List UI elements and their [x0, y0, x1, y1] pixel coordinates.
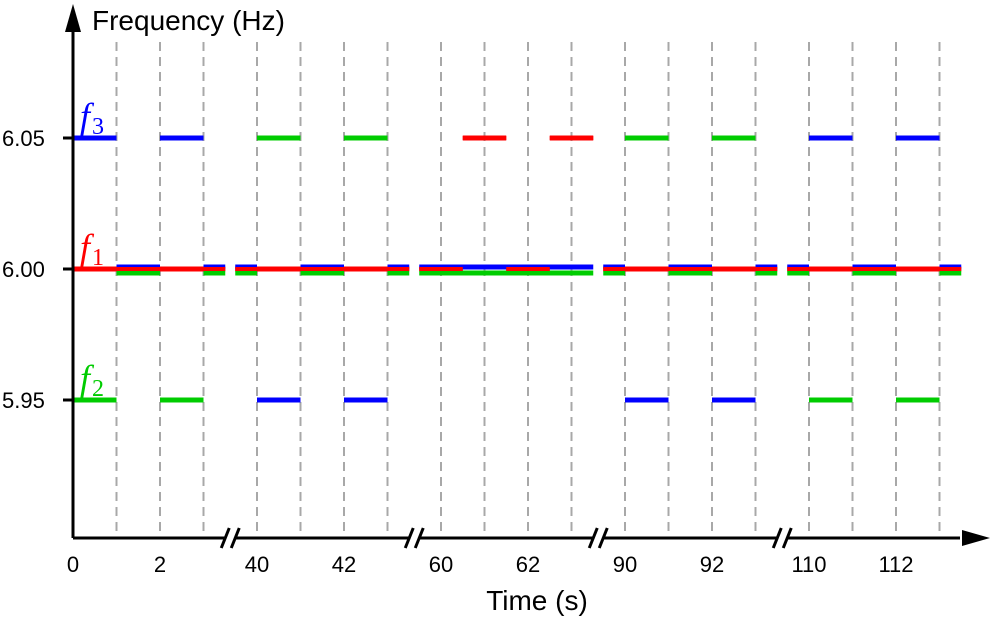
x-tick-label: 92: [700, 552, 724, 577]
axis-break-gap: [225, 530, 236, 546]
axis-break-gap: [409, 530, 420, 546]
axis-breaks: [219, 527, 793, 549]
axis-break-mark: [587, 527, 599, 549]
x-tick-label: 2: [154, 552, 166, 577]
axes: [65, 4, 990, 546]
axis-break-mark: [219, 527, 231, 549]
x-tick-label: 112: [878, 552, 913, 577]
y-axis-title: Frequency (Hz): [92, 5, 285, 36]
y-tick-label: 6.05: [2, 126, 45, 151]
frequency-label: f1: [80, 227, 104, 271]
y-tick-label: 6.00: [2, 257, 45, 282]
y-axis-arrow-icon: [65, 4, 81, 32]
x-tick-label: 62: [516, 552, 540, 577]
axis-break-mark: [403, 527, 415, 549]
grid-lines: [115, 42, 941, 538]
x-axis-title: Time (s): [486, 585, 588, 616]
series-segments: [73, 135, 962, 403]
axis-break-mark: [771, 527, 783, 549]
axis-break-gap: [593, 530, 604, 546]
x-tick-label: 60: [429, 552, 453, 577]
axis-break-mark: [229, 527, 241, 549]
y-tick-label: 5.95: [2, 388, 45, 413]
axis-break-mark: [781, 527, 793, 549]
x-tick-label: 42: [332, 552, 356, 577]
frequency-labels: f1 f2 f3: [80, 96, 104, 402]
frequency-label: f2: [80, 358, 104, 402]
axis-break-mark: [597, 527, 609, 549]
x-tick-label: 90: [613, 552, 637, 577]
frequency-label: f3: [80, 96, 104, 140]
x-tick-label: 0: [67, 552, 79, 577]
axis-break-mark: [413, 527, 425, 549]
x-tick-label: 40: [245, 552, 269, 577]
axis-break-gap: [777, 530, 788, 546]
x-axis-arrow-icon: [962, 530, 990, 546]
x-tick-label: 110: [791, 552, 826, 577]
ticks: 0 2 40 42 60 62 90 92 110 112 6.05 6.00 5.95: [2, 126, 914, 577]
